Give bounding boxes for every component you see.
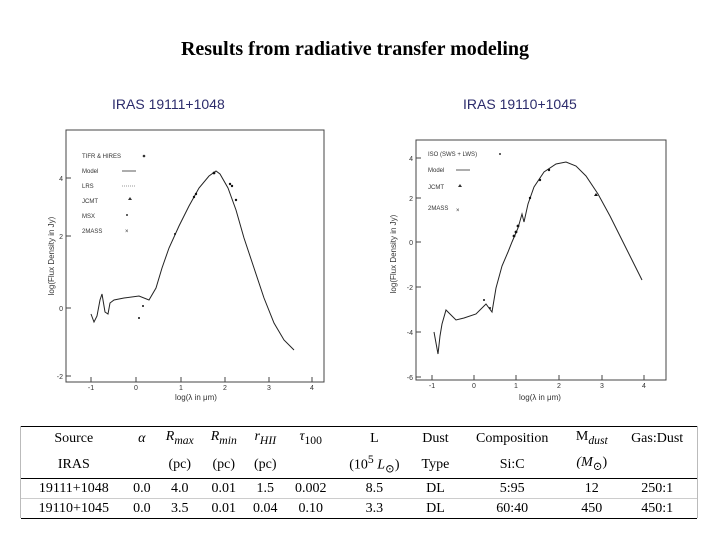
y-tick-label: -6	[407, 375, 413, 382]
plot-right-label: IRAS 19110+1045	[463, 96, 577, 112]
svg-text:×: ×	[456, 208, 460, 214]
y-tick-label: 2	[59, 234, 63, 241]
x-tick-label: -1	[88, 385, 94, 392]
col-subheader	[126, 449, 158, 480]
slide-title: Results from radiative transfer modeling	[180, 38, 530, 60]
table-cell: DL	[412, 478, 458, 500]
y-tick-label: 0	[409, 240, 413, 247]
legend-entry: MSX	[82, 214, 95, 220]
table-cell: 5:95	[457, 478, 567, 500]
y-tick-label: -2	[57, 374, 63, 381]
table-cell: 3.5	[157, 498, 203, 520]
x-tick-label: 4	[310, 385, 314, 392]
data-points	[138, 171, 238, 319]
table-cell: 450	[566, 498, 618, 520]
x-tick-label: 0	[472, 383, 476, 390]
x-tick-label: 3	[267, 385, 271, 392]
model-curve	[90, 170, 295, 351]
table-cell: 450:1	[617, 498, 697, 520]
legend-entry: LRS	[82, 184, 94, 190]
x-axis-label: log(λ in μm)	[175, 393, 217, 402]
col-header: α	[138, 430, 146, 446]
col-header: Dust	[422, 430, 449, 446]
col-subheader: IRAS	[21, 449, 127, 480]
table-cell: 0.01	[202, 478, 246, 500]
col-subheader: (pc)	[202, 449, 246, 480]
legend-entry: 2MASS	[82, 229, 102, 235]
plot-left: -1 0 1 2 3 4 4 2 0 -2 log(λ in μm) log(F…	[44, 118, 334, 408]
table-cell: 0.002	[285, 478, 336, 500]
plot-left-frame	[65, 129, 325, 383]
col-header: Composition	[475, 430, 549, 446]
y-tick-label: 4	[59, 176, 63, 183]
x-axis-label: log(λ in μm)	[519, 393, 561, 402]
table-cell: 4.0	[157, 478, 203, 500]
col-header: Rmin	[210, 429, 237, 447]
table-cell: 0.0	[126, 478, 158, 500]
y-tick-label: -4	[407, 330, 413, 337]
table-cell: 19110+1045	[21, 498, 127, 520]
table-cell: DL	[412, 498, 458, 520]
table-cell: 250:1	[617, 478, 697, 500]
col-subheader: (pc)	[245, 449, 286, 480]
x-tick-label: 0	[134, 385, 138, 392]
x-tick-label: 1	[179, 385, 183, 392]
col-header: Rmax	[165, 429, 194, 447]
x-tick-label: 1	[514, 383, 518, 390]
model-curve	[433, 161, 643, 355]
y-axis-label: log(Flux Density in Jy)	[389, 214, 398, 293]
table-row: 19111+1048 0.0 4.0 0.01 1.5 0.002 8.5 DL…	[21, 478, 697, 500]
y-tick-label: 4	[409, 156, 413, 163]
plot-left-label: IRAS 19111+1048	[112, 96, 225, 112]
x-tick-label: 2	[223, 385, 227, 392]
legend-entry: JCMT	[82, 199, 98, 205]
table-cell: 0.10	[285, 498, 336, 520]
x-tick-label: 4	[642, 383, 646, 390]
table-cell: 0.01	[202, 498, 246, 520]
legend-entry: Model	[428, 168, 444, 174]
y-tick-label: 2	[409, 196, 413, 203]
legend-entry: TIFR & HIRES	[82, 154, 121, 160]
x-tick-label: 2	[557, 383, 561, 390]
legend-entry: 2MASS	[428, 206, 448, 212]
plot-right-frame	[415, 139, 667, 381]
col-subheader: (105 L⊙)	[335, 449, 413, 480]
y-axis-label: log(Flux Density in Jy)	[47, 216, 56, 295]
col-subheader: (pc)	[157, 449, 203, 480]
plot-right: -1 0 1 2 3 4 4 2 0 -2 -4 -6 log(λ in μm)…	[384, 132, 674, 402]
table-cell: 12	[566, 478, 618, 500]
table-cell: 1.5	[245, 478, 286, 500]
table-cell: 3.3	[335, 498, 413, 520]
col-header: Mdust	[575, 429, 608, 447]
svg-text:×: ×	[125, 229, 129, 235]
y-tick-label: 0	[59, 306, 63, 313]
y-tick-label: -2	[407, 285, 413, 292]
col-header: τ100	[299, 429, 322, 447]
col-header: rHII	[254, 429, 277, 447]
col-header: Source	[54, 430, 94, 446]
table-cell: 0.04	[245, 498, 286, 520]
x-tick-label: -1	[429, 383, 435, 390]
results-table: Source α Rmax Rmin rHII τ100 L Dust Comp…	[20, 426, 698, 520]
legend-entry: ISO (SWS + LWS)	[428, 152, 477, 158]
table-row: 19110+1045 0.0 3.5 0.01 0.04 0.10 3.3 DL…	[21, 498, 697, 520]
col-subheader: (M⊙)	[566, 449, 618, 480]
table-cell: 8.5	[335, 478, 413, 500]
data-points	[483, 168, 598, 309]
col-subheader: Type	[412, 449, 458, 480]
legend-entry: Model	[82, 169, 98, 175]
table-cell: 19111+1048	[21, 478, 127, 500]
col-subheader: Si:C	[457, 449, 567, 480]
col-header: Gas:Dust	[631, 430, 684, 446]
table-cell: 60:40	[457, 498, 567, 520]
legend-entry: JCMT	[428, 185, 444, 191]
x-tick-label: 3	[600, 383, 604, 390]
col-header: L	[370, 430, 379, 446]
col-subheader	[285, 449, 336, 480]
table-cell: 0.0	[126, 498, 158, 520]
col-subheader	[617, 449, 697, 480]
